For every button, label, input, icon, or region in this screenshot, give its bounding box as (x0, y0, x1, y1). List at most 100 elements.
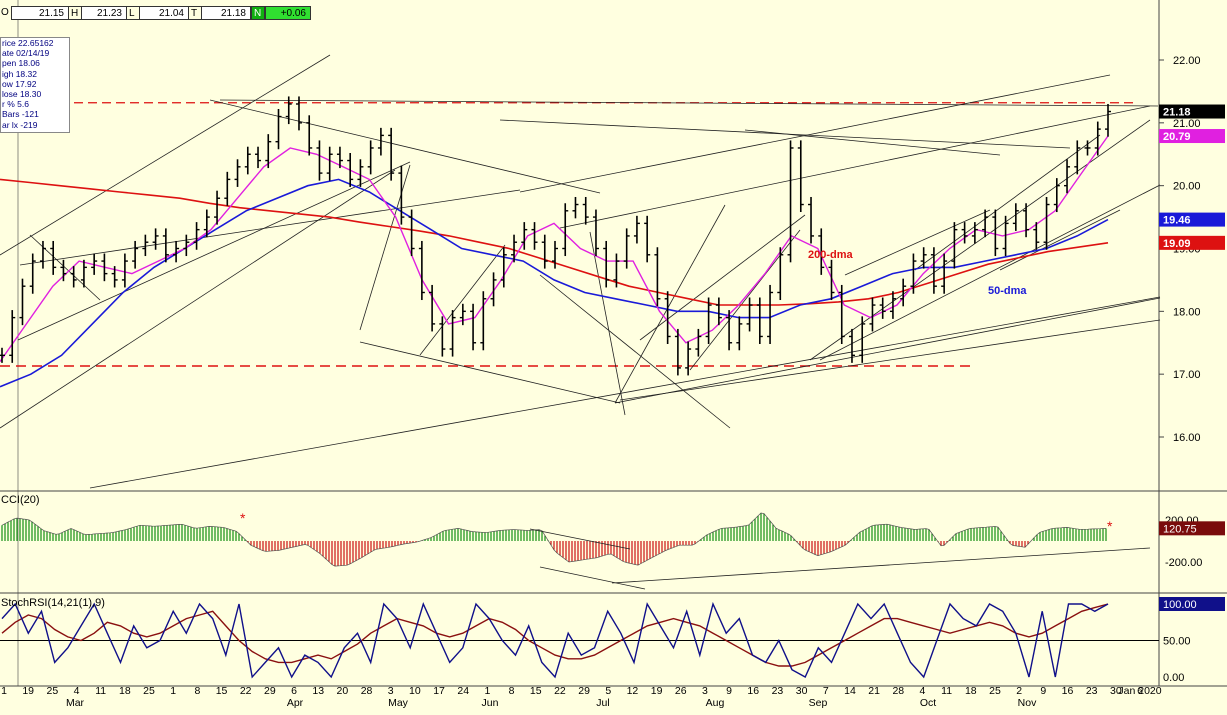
trendline (619, 319, 1161, 401)
cci-value-label: 120.75 (1163, 523, 1197, 535)
trendline (614, 297, 1161, 404)
x-axis-month-label: Oct (920, 697, 936, 709)
trendline (844, 209, 991, 276)
trendline (559, 105, 1151, 229)
x-axis-month-label: Apr (287, 697, 304, 709)
trendline (689, 229, 801, 371)
trendline (914, 134, 1101, 271)
trendline (419, 244, 506, 356)
trendline (999, 209, 1121, 271)
x-axis-day-label: 29 (264, 685, 276, 697)
trendline (17, 161, 411, 341)
x-axis-day-label: 19 (22, 685, 34, 697)
price-axis-label: 16.00 (1173, 432, 1201, 444)
x-axis-day-label: 2 (1016, 685, 1022, 697)
x-axis-day-label: 24 (457, 685, 469, 697)
x-axis-day-label: 4 (920, 685, 926, 697)
trendline (219, 99, 1159, 107)
info-line: igh 18.32 (2, 68, 37, 79)
cci-trendline (611, 547, 1151, 584)
price-axis-label: 18.00 (1173, 306, 1201, 318)
info-line: pen 18.06 (2, 58, 40, 69)
x-axis-month-label: Nov (1018, 697, 1037, 709)
trendline (539, 274, 731, 429)
annotation-50-dma: 50-dma (988, 285, 1027, 297)
info-line: lose 18.30 (2, 89, 42, 100)
ohlc-high-value: 21.23 (81, 6, 127, 20)
stochrsi-value-label: 100.00 (1163, 599, 1197, 611)
x-axis-day-label: 5 (605, 685, 611, 697)
ohlc-last-value: 21.18 (201, 6, 251, 20)
x-axis-day-label: 23 (1086, 685, 1098, 697)
price-bars (0, 96, 1111, 376)
price-marker-box (1159, 212, 1225, 227)
price-marker-label: 20.79 (1163, 131, 1191, 143)
x-axis-day-label: 9 (726, 685, 732, 697)
info-line: ow 17.92 (2, 78, 37, 89)
x-axis-day-label: 11 (95, 685, 106, 697)
x-axis-day-label: 30 (796, 685, 808, 697)
x-axis-day-label: 4 (74, 685, 80, 697)
trendline (29, 234, 101, 301)
ohlc-net-label: N (251, 6, 265, 20)
trendline (209, 99, 601, 194)
bar-info-panel: rice 22.65162 ate 02/14/19 pen 18.06 igh… (0, 37, 70, 133)
x-axis-day-label: 19 (651, 685, 663, 697)
x-axis-day-label: 3 (702, 685, 708, 697)
cci-outline (1, 512, 1107, 567)
x-axis-day-label: 16 (747, 685, 759, 697)
cci-title: CCI(20) (1, 494, 40, 506)
x-axis-day-label: 8 (194, 685, 200, 697)
ohlc-open-label: O (1, 7, 9, 18)
trendline (359, 341, 621, 404)
trendline (809, 119, 1151, 361)
trendline (499, 119, 1071, 149)
x-axis-day-label: 7 (823, 685, 829, 697)
ohlc-header: O 21.15 H 21.23 L 21.04 T 21.18 N +0.06 (0, 6, 311, 20)
info-line: Bars -121 (2, 109, 39, 120)
price-axis-label: 17.00 (1173, 369, 1201, 381)
x-axis-day-label: 20 (337, 685, 349, 697)
x-axis-day-label: 23 (772, 685, 784, 697)
cci-star-marker: * (1107, 518, 1113, 534)
x-axis-day-label: 22 (554, 685, 566, 697)
cci-trendline (529, 528, 631, 550)
ohlc-net-value: +0.06 (265, 6, 311, 20)
stochrsi-value-box (1159, 597, 1225, 611)
x-axis-day-label: 16 (1062, 685, 1074, 697)
cci-trendline (539, 566, 646, 590)
stochrsi-axis-label: 0.00 (1163, 672, 1184, 684)
cci-value-box (1159, 521, 1225, 536)
x-axis-day-label: 17 (433, 685, 445, 697)
stochrsi-k-line (1, 601, 1109, 679)
price-marker-box (1159, 104, 1225, 119)
trendline (0, 169, 396, 429)
x-axis-day-label: 28 (361, 685, 373, 697)
x-axis-day-label: 1 (1, 685, 7, 697)
x-axis-day-label: 18 (965, 685, 977, 697)
price-marker-label: 19.46 (1163, 215, 1191, 227)
x-axis-day-label: 26 (675, 685, 687, 697)
trendline (89, 296, 1161, 489)
x-axis-day-label: 25 (46, 685, 58, 697)
ohlc-open-value: 21.15 (11, 6, 69, 20)
x-axis-day-label: 9 (1040, 685, 1046, 697)
x-axis-month-label: Jul (596, 697, 609, 709)
info-line: ate 02/14/19 (2, 48, 50, 59)
info-line: ar lx -219 (2, 119, 38, 130)
x-axis-day-label: 13 (312, 685, 324, 697)
trendline (819, 184, 1161, 361)
x-axis-day-label: 29 (578, 685, 590, 697)
ohlc-low-value: 21.04 (139, 6, 189, 20)
x-axis-day-label: 11 (941, 685, 952, 697)
x-axis-day-label: 6 (1137, 685, 1143, 697)
stochrsi-axis-label: 50.00 (1163, 636, 1191, 648)
info-line: r % 5.6 (2, 99, 29, 110)
annotation-200-dma: 200-dma (808, 249, 854, 261)
x-axis-day-label: 15 (530, 685, 542, 697)
info-line: rice 22.65162 (2, 38, 54, 48)
x-axis-month-label: Jun (482, 697, 499, 709)
x-axis-day-label: 8 (509, 685, 515, 697)
x-axis-month-label: Aug (706, 697, 725, 709)
